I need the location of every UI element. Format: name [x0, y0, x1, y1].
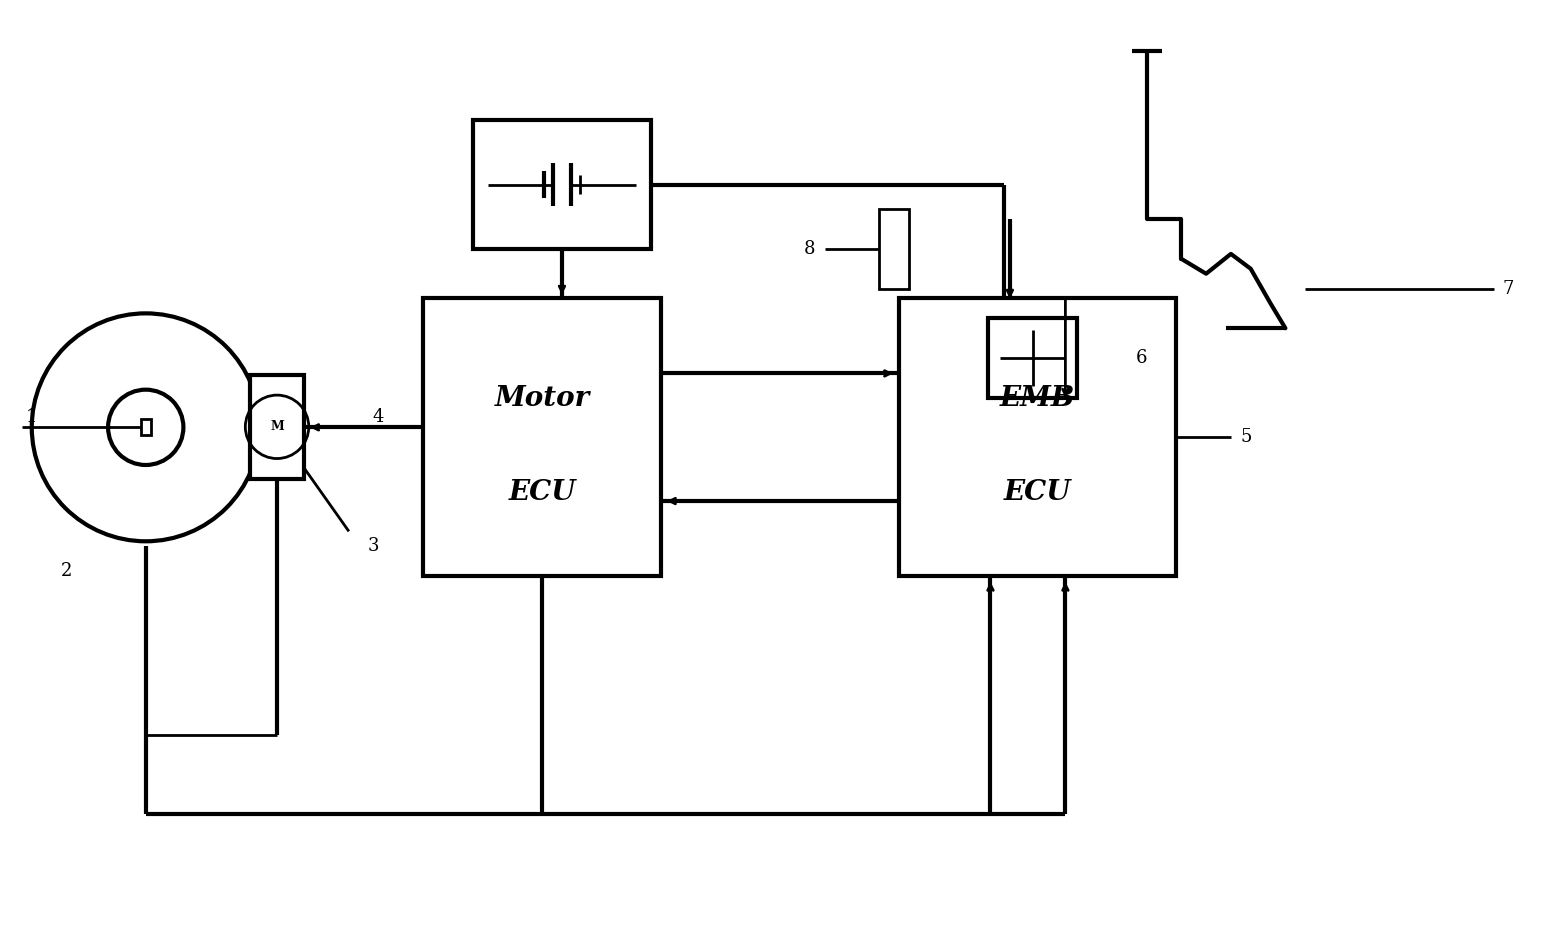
Text: EMB: EMB [1001, 385, 1075, 412]
Text: ECU: ECU [509, 479, 576, 506]
Bar [140, 419, 151, 436]
Bar [423, 298, 661, 576]
Text: Motor: Motor [495, 385, 590, 412]
Bar [988, 318, 1077, 398]
Text: ECU: ECU [1004, 479, 1072, 506]
Bar [899, 298, 1176, 576]
Text: 1: 1 [26, 409, 37, 426]
Bar [473, 121, 650, 249]
Text: 5: 5 [1240, 428, 1251, 446]
Bar [879, 210, 909, 288]
Text: 2: 2 [61, 562, 72, 580]
Text: 7: 7 [1503, 280, 1514, 298]
Text: 6: 6 [1136, 349, 1147, 367]
Text: 3: 3 [367, 538, 380, 555]
Text: M: M [271, 420, 283, 433]
Bar [251, 375, 305, 479]
Text: 8: 8 [804, 240, 815, 258]
Text: 4: 4 [373, 409, 384, 426]
